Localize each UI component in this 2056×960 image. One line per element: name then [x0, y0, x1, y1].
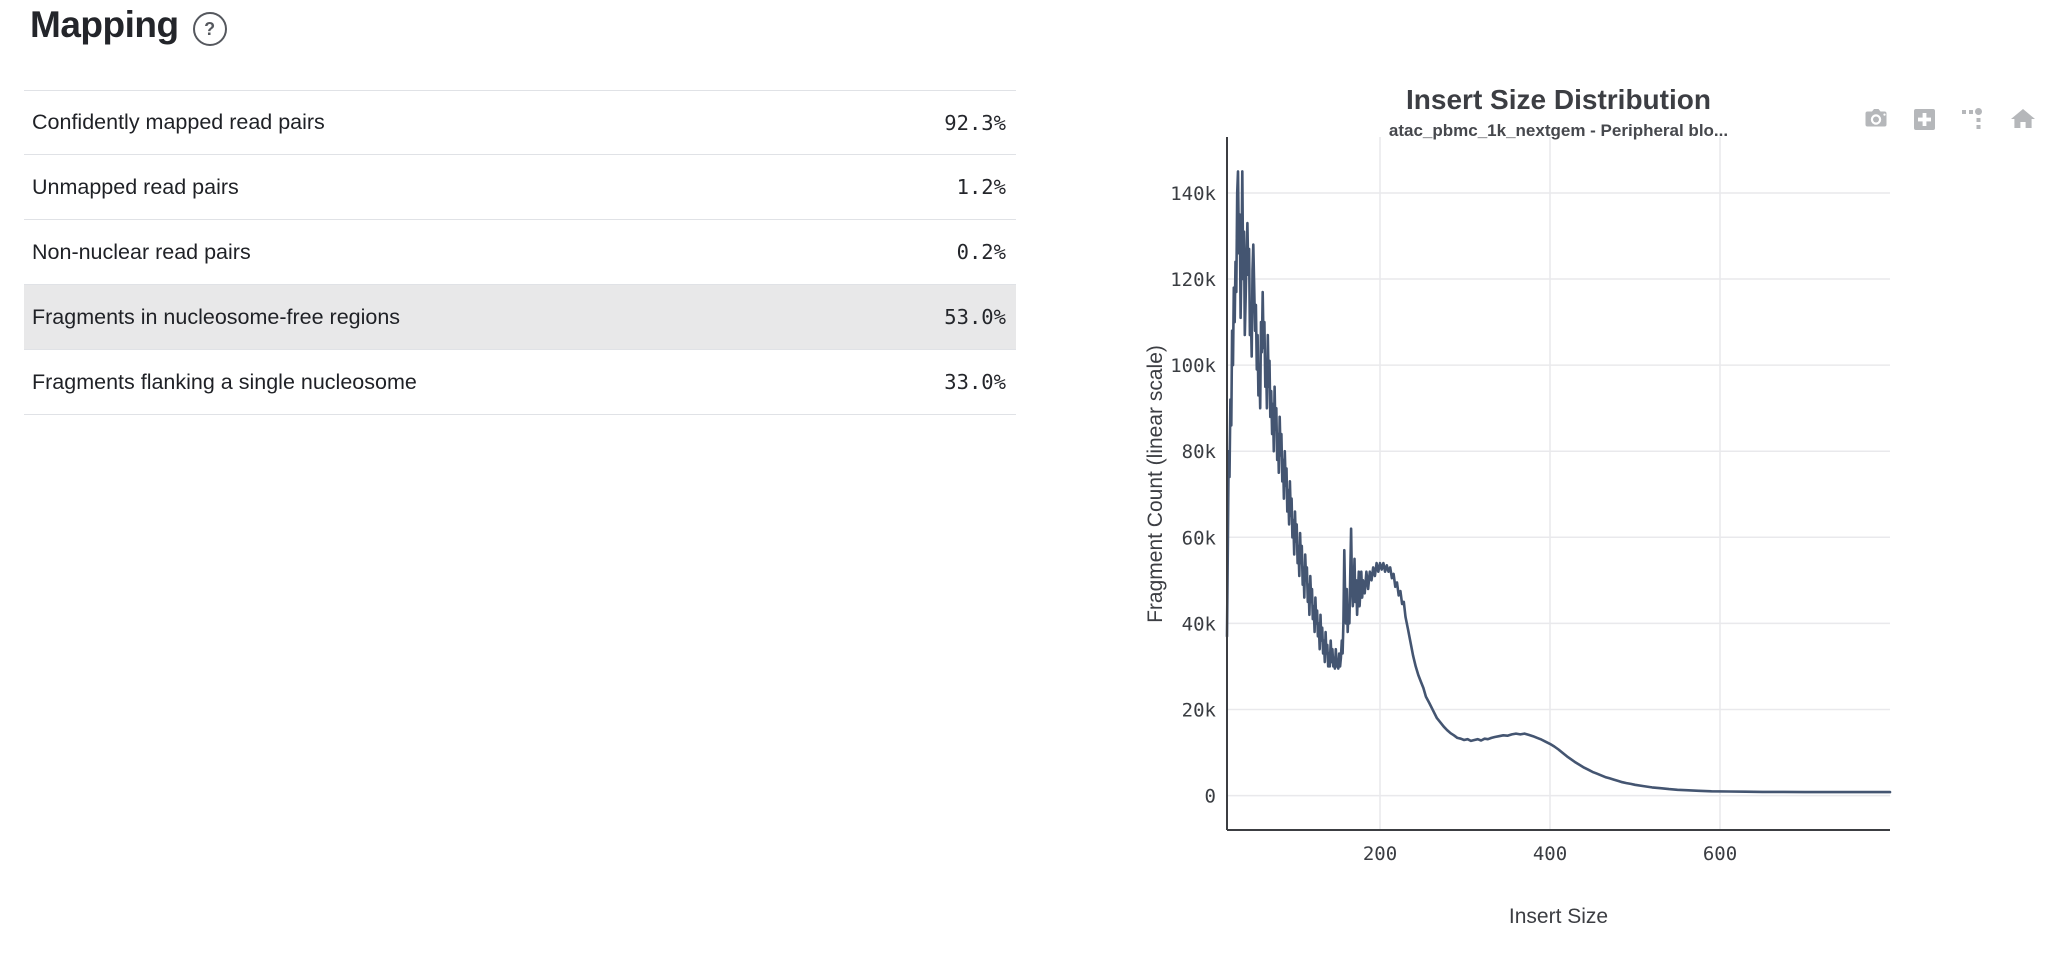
x-tick-label: 400 [1533, 843, 1567, 865]
insert-size-curve [1225, 170, 1892, 794]
metric-row[interactable]: Unmapped read pairs 1.2% [24, 155, 1016, 220]
page-title: Mapping [30, 4, 179, 45]
spike-lines-icon[interactable] [1961, 106, 1987, 132]
x-axis-title: Insert Size [1508, 905, 1609, 928]
metric-value: 0.2% [956, 240, 1006, 264]
metric-value: 92.3% [944, 110, 1006, 135]
y-tick-label: 20k [1182, 699, 1217, 721]
y-tick-label: 140k [1170, 183, 1216, 205]
y-tick-label: 60k [1182, 527, 1217, 549]
metric-label: Fragments flanking a single nucleosome [32, 369, 417, 394]
plot-modebar [1863, 106, 2036, 132]
chart-title: Insert Size Distribution [1406, 84, 1711, 115]
y-tick-label: 80k [1182, 441, 1217, 463]
y-tick-label: 100k [1170, 355, 1216, 377]
page-header: Mapping ? [30, 4, 227, 46]
zoom-in-icon[interactable] [1912, 106, 1938, 132]
y-tick-label: 40k [1182, 613, 1217, 635]
x-tick-label: 200 [1363, 843, 1397, 865]
metric-row[interactable]: Non-nuclear read pairs 0.2% [24, 220, 1016, 285]
y-axis-title: Fragment Count (linear scale) [1144, 345, 1167, 623]
home-icon[interactable] [2010, 106, 2036, 132]
metric-value: 53.0% [944, 305, 1006, 329]
camera-icon[interactable] [1863, 106, 1889, 132]
insert-size-chart: 0 20k 40k 60k 80k 100k 120k 140k 200 400 600 Inser… [1120, 60, 2056, 960]
metric-row[interactable]: Confidently mapped read pairs 92.3% [24, 90, 1016, 155]
y-tick-label: 120k [1170, 269, 1216, 291]
chart-subtitle: atac_pbmc_1k_nextgem - Peripheral blo... [1388, 121, 1729, 140]
metric-row[interactable]: Fragments flanking a single nucleosome 3… [24, 350, 1016, 415]
metric-value: 33.0% [944, 370, 1006, 394]
metric-label: Fragments in nucleosome-free regions [32, 304, 401, 329]
metric-label: Confidently mapped read pairs [32, 110, 325, 134]
metric-label: Non-nuclear read pairs [32, 239, 251, 264]
metric-label: Unmapped read pairs [32, 174, 239, 199]
metric-row[interactable]: Fragments in nucleosome-free regions 53.… [24, 285, 1016, 350]
metric-value: 1.2% [956, 175, 1006, 199]
help-icon[interactable]: ? [192, 12, 227, 46]
insert-size-plot[interactable]: 0 20k 40k 60k 80k 100k 120k 140k 200 400 600 [1120, 60, 2056, 960]
mapping-metrics-table: Confidently mapped read pairs 92.3% Unma… [24, 90, 1016, 415]
y-tick-label: 0 [1205, 786, 1216, 808]
x-tick-label: 600 [1703, 843, 1737, 865]
